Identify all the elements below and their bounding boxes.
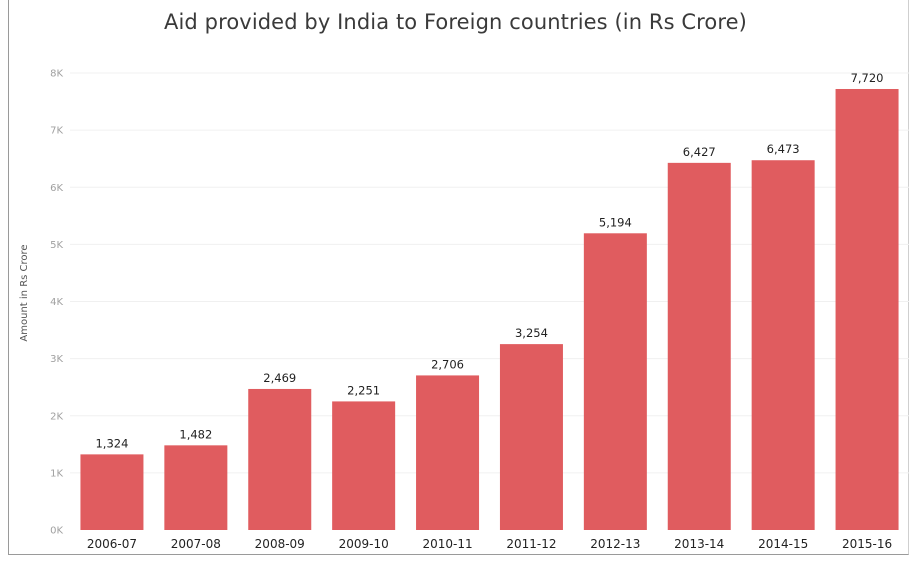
- bars: [80, 88, 899, 531]
- x-tick-label: 2008-09: [255, 537, 305, 551]
- x-tick-label: 2013-14: [674, 537, 724, 551]
- x-tick-label: 2012-13: [590, 537, 640, 551]
- data-label: 7,720: [851, 71, 884, 85]
- x-tick-label: 2007-08: [171, 537, 221, 551]
- chart-title: Aid provided by India to Foreign countri…: [164, 10, 747, 34]
- x-tick-label: 2009-10: [339, 537, 389, 551]
- data-label: 2,251: [347, 383, 380, 397]
- data-labels: 1,324 1,482 2,469 2,251 2,706 3,254 5,194 6,427…: [95, 71, 883, 450]
- x-tick-label: 2006-07: [87, 537, 137, 551]
- y-axis-title: Amount in Rs Crore: [19, 244, 30, 341]
- x-axis-ticks: 2006-07 2007-08 2008-09 2009-10 2010-11 2011-…: [87, 537, 892, 551]
- y-axis-ticks: 0K 1K 2K 3K 4K 5K 6K 7K 8K: [50, 69, 63, 537]
- y-tick-label: 3K: [50, 354, 63, 365]
- bar: [248, 388, 312, 530]
- data-label: 2,706: [431, 357, 464, 371]
- data-label: 1,482: [179, 427, 212, 441]
- bar: [835, 88, 899, 531]
- bar: [583, 233, 647, 530]
- x-tick-label: 2010-11: [422, 537, 472, 551]
- y-tick-label: 0K: [50, 526, 63, 537]
- bar: [667, 162, 731, 531]
- bar: [499, 344, 563, 530]
- y-tick-label: 1K: [50, 468, 63, 479]
- y-tick-label: 8K: [50, 69, 63, 80]
- y-tick-label: 5K: [50, 240, 63, 251]
- data-label: 3,254: [515, 326, 548, 340]
- y-tick-label: 2K: [50, 411, 63, 422]
- x-tick-label: 2011-12: [506, 537, 556, 551]
- bar: [332, 401, 396, 530]
- data-label: 2,469: [263, 371, 296, 385]
- y-tick-label: 6K: [50, 183, 63, 194]
- bar: [80, 454, 144, 530]
- data-label: 6,427: [683, 145, 716, 159]
- data-label: 1,324: [95, 436, 128, 450]
- y-tick-label: 4K: [50, 297, 63, 308]
- data-label: 5,194: [599, 215, 632, 229]
- bar: [751, 160, 815, 531]
- bar: [416, 375, 480, 530]
- data-label: 6,473: [767, 142, 800, 156]
- x-tick-label: 2014-15: [758, 537, 808, 551]
- bar: [164, 445, 228, 530]
- y-tick-label: 7K: [50, 126, 63, 137]
- x-tick-label: 2015-16: [842, 537, 892, 551]
